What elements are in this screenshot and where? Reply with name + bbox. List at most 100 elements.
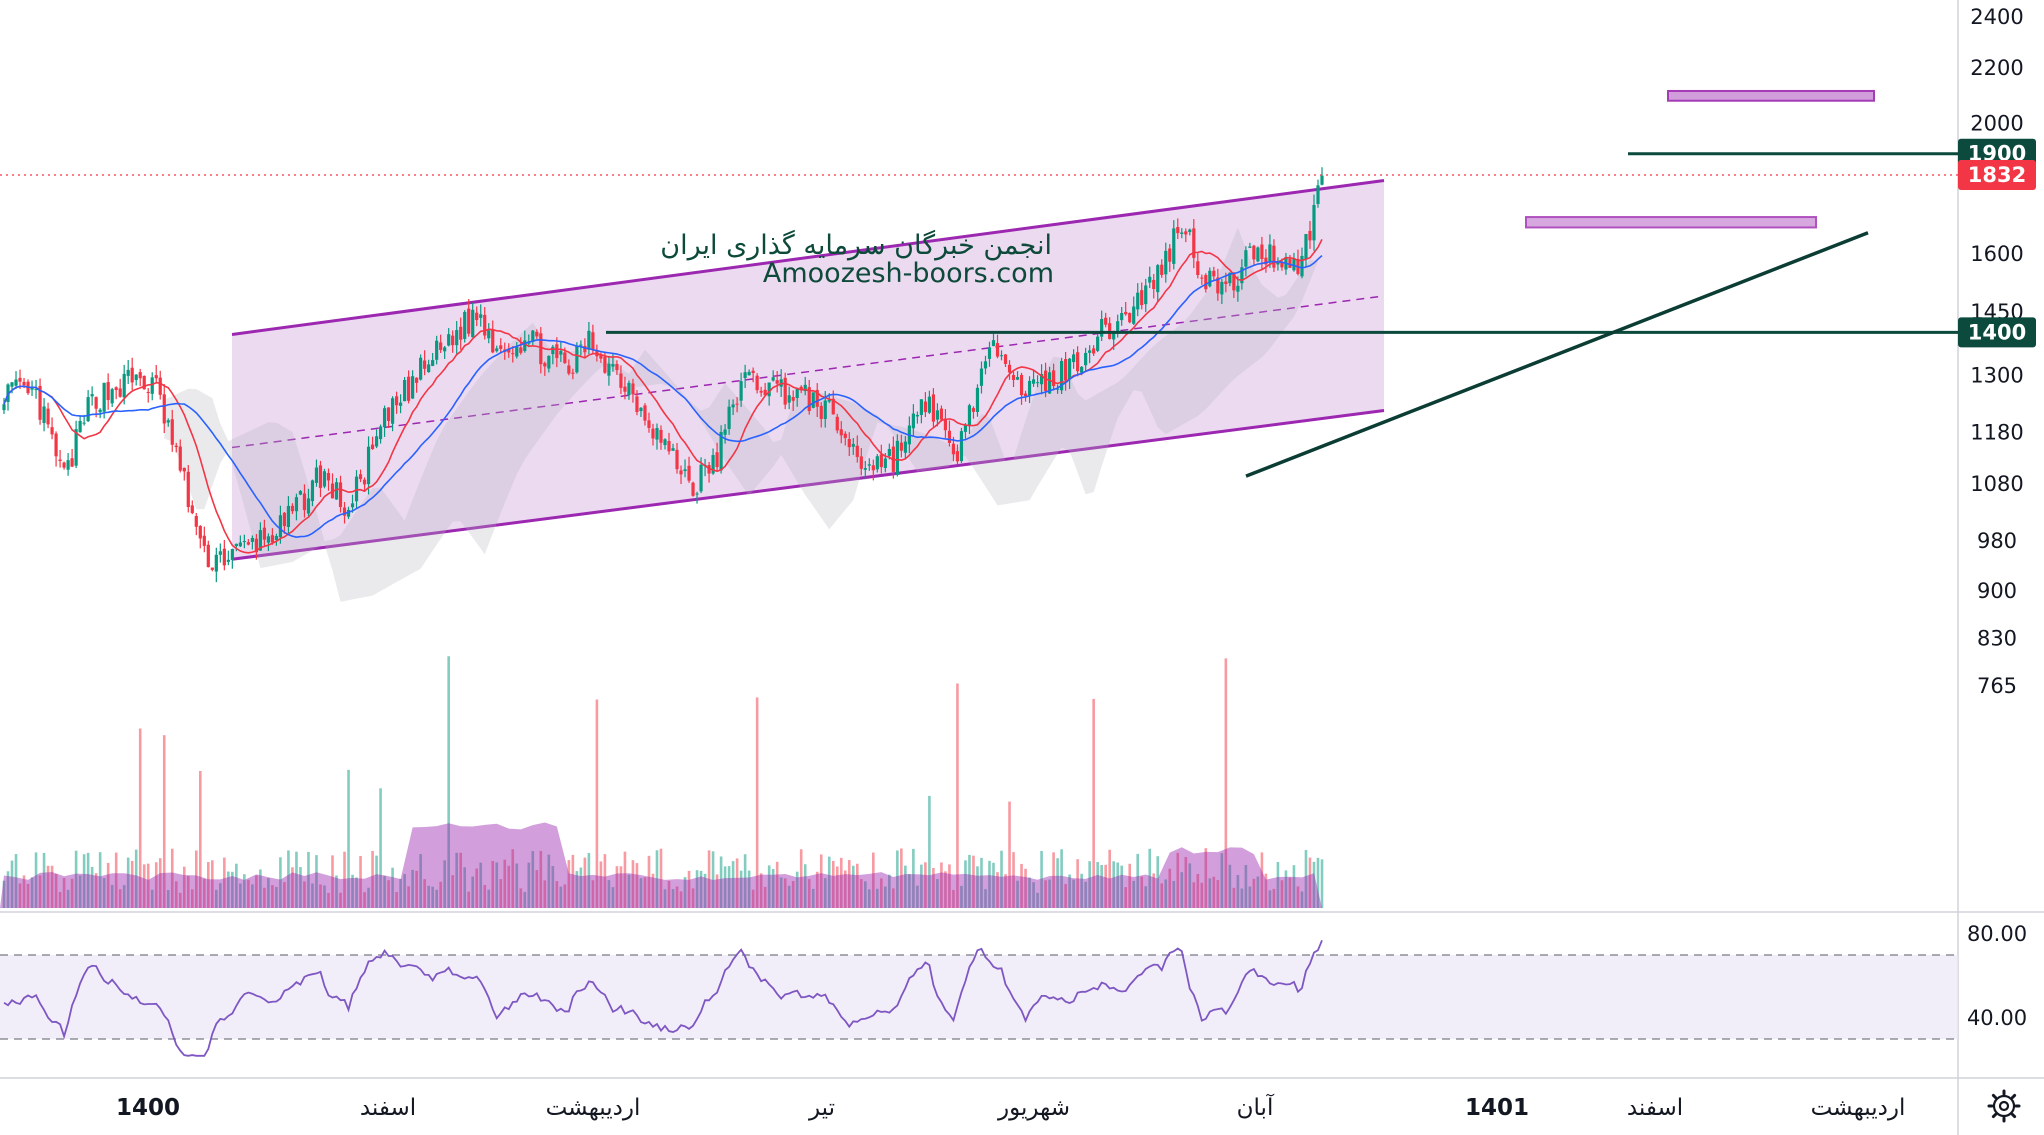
candle-body	[1272, 245, 1276, 268]
candle-body	[883, 458, 887, 468]
volume-bar	[1240, 888, 1244, 908]
volume-bar	[511, 849, 515, 908]
volume-bar	[759, 873, 763, 908]
volume-bar	[247, 879, 250, 908]
channel-lower-line	[231, 409, 1385, 561]
volume-bar	[479, 862, 483, 908]
volume-bar	[154, 862, 158, 908]
volume-bar	[495, 862, 499, 908]
candle-body	[1208, 270, 1212, 287]
candle-body	[1136, 292, 1140, 310]
volume-bar	[691, 888, 695, 908]
candle-body	[763, 389, 767, 396]
candle-body	[162, 394, 166, 424]
volume-bar	[807, 879, 811, 908]
volume-bar	[767, 865, 771, 908]
volume-bar	[851, 865, 855, 908]
candle-body	[314, 467, 319, 483]
volume-bar	[307, 851, 310, 908]
candle-body	[831, 398, 835, 415]
candle-body	[318, 465, 323, 488]
volume-bar	[587, 852, 591, 908]
candle-body	[146, 391, 150, 393]
candle-body	[1188, 229, 1192, 233]
volume-bar	[491, 860, 495, 908]
volume-bar	[1044, 880, 1047, 908]
candle-body	[767, 382, 771, 397]
volume-bar	[868, 889, 871, 908]
volume-bar	[679, 891, 683, 908]
candle-body	[262, 527, 266, 540]
candle-body	[18, 377, 22, 382]
volume-bar	[319, 884, 322, 908]
volume-bar	[1216, 880, 1220, 908]
candle-body	[567, 365, 571, 374]
volume-bar	[667, 880, 671, 908]
volume-bar	[839, 857, 843, 908]
volume-bar	[1244, 865, 1248, 908]
candle-body	[234, 543, 238, 547]
volume-bar	[1092, 698, 1095, 908]
volume-bar	[1152, 873, 1156, 908]
candle-body	[995, 343, 1000, 357]
candle-body	[194, 516, 198, 527]
gear-icon[interactable]	[1987, 1089, 2021, 1123]
candle-body	[338, 482, 343, 507]
volume-bar	[904, 865, 907, 908]
volume-bar	[747, 870, 751, 908]
candle-body	[963, 425, 968, 432]
volume-bar	[499, 879, 503, 908]
candle-body	[1092, 348, 1096, 354]
volume-bar	[459, 852, 462, 908]
candle-body	[671, 448, 675, 451]
volume-bar	[18, 883, 22, 908]
candle-body	[86, 397, 90, 422]
time-tick-label: آبان	[1237, 1093, 1275, 1121]
candle-body	[419, 357, 423, 380]
candle-body	[1128, 312, 1132, 323]
candle-body	[927, 396, 932, 413]
volume-bar	[1316, 857, 1320, 908]
candle-body	[855, 445, 859, 457]
candle-body	[859, 456, 863, 469]
candle-body	[563, 352, 567, 364]
volume-bar	[731, 861, 735, 908]
time-tick-label: اسفند	[360, 1095, 416, 1121]
price-tick-label: 2400	[1970, 5, 2023, 29]
volume-bar	[876, 888, 879, 908]
candle-body	[611, 364, 615, 367]
volume-bar	[1128, 863, 1132, 908]
volume-bar	[1104, 864, 1107, 908]
candle-body	[951, 443, 956, 455]
candle-body	[382, 408, 387, 428]
volume-bar	[619, 866, 623, 908]
candle-body	[1064, 359, 1068, 381]
volume-bar	[864, 881, 867, 908]
volume-bar	[1124, 887, 1128, 908]
volume-bar	[138, 728, 142, 908]
volume-bar	[1140, 876, 1144, 908]
candle-body	[759, 390, 763, 393]
volume-bar	[1296, 886, 1300, 908]
volume-bar	[611, 887, 615, 908]
candle-body	[14, 379, 18, 386]
candle-body	[955, 451, 960, 462]
volume-bar	[1136, 853, 1140, 908]
volume-bar	[507, 865, 511, 908]
volume-bar	[1208, 878, 1212, 908]
volume-bar	[411, 869, 414, 908]
volume-bar	[283, 882, 286, 908]
volume-bar	[1260, 852, 1264, 908]
volume-bar	[363, 892, 366, 908]
volume-bar	[1108, 849, 1111, 908]
volume-bar	[583, 857, 587, 908]
volume-bar	[423, 879, 426, 908]
candle-body	[1120, 313, 1124, 321]
volume-bar	[303, 881, 306, 908]
candle-body	[639, 407, 643, 412]
candle-body	[210, 567, 214, 570]
candle-body	[1244, 250, 1248, 267]
candle-body	[415, 377, 419, 383]
volume-bar	[174, 881, 178, 908]
volume-bar	[1276, 861, 1280, 908]
